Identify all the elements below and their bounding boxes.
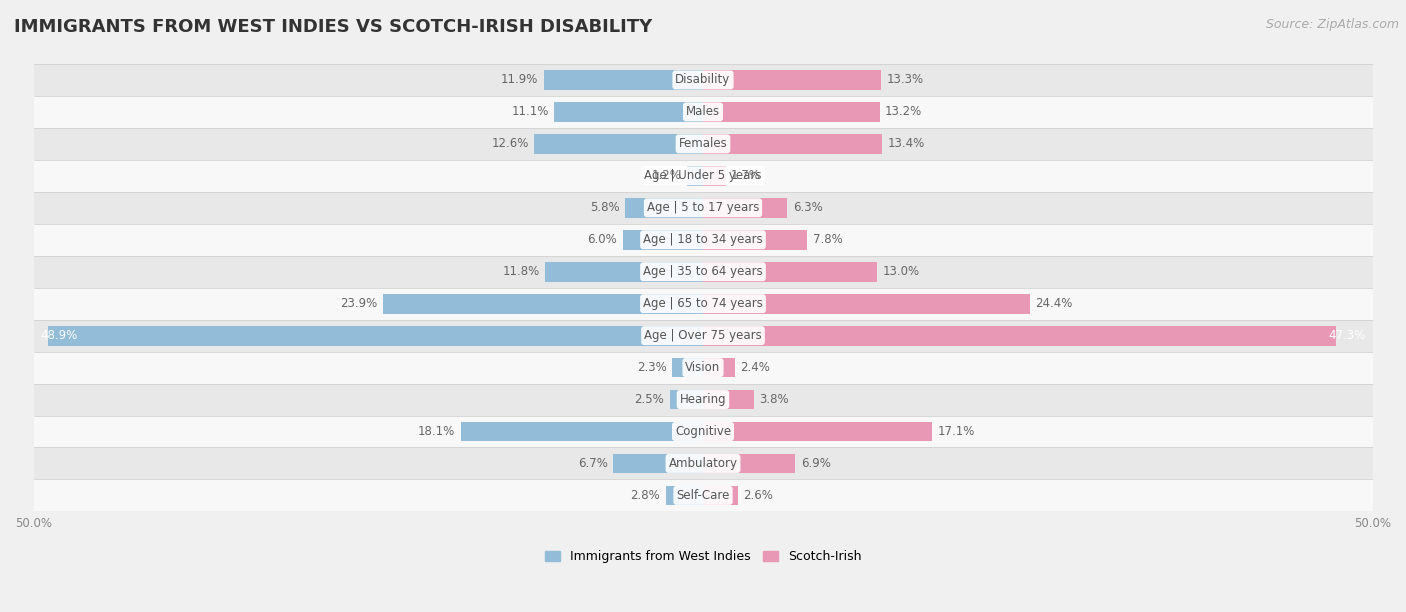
Text: Ambulatory: Ambulatory xyxy=(668,457,738,470)
Bar xyxy=(703,390,754,409)
Bar xyxy=(669,390,703,409)
Text: 13.3%: 13.3% xyxy=(886,73,924,86)
Text: 13.2%: 13.2% xyxy=(886,105,922,118)
Bar xyxy=(703,102,880,122)
Bar xyxy=(34,128,1372,160)
Text: 3.8%: 3.8% xyxy=(759,393,789,406)
Text: IMMIGRANTS FROM WEST INDIES VS SCOTCH-IRISH DISABILITY: IMMIGRANTS FROM WEST INDIES VS SCOTCH-IR… xyxy=(14,18,652,36)
Text: Age | 35 to 64 years: Age | 35 to 64 years xyxy=(643,265,763,278)
Bar xyxy=(703,485,738,506)
Text: 6.7%: 6.7% xyxy=(578,457,607,470)
Text: Females: Females xyxy=(679,137,727,151)
Bar xyxy=(703,70,882,90)
Text: 12.6%: 12.6% xyxy=(492,137,529,151)
Bar xyxy=(34,96,1372,128)
Bar xyxy=(546,262,703,282)
Text: Age | Under 5 years: Age | Under 5 years xyxy=(644,170,762,182)
Text: 18.1%: 18.1% xyxy=(418,425,456,438)
Bar xyxy=(34,256,1372,288)
Bar xyxy=(544,70,703,90)
Bar xyxy=(534,134,703,154)
Bar xyxy=(626,198,703,218)
Text: Age | Over 75 years: Age | Over 75 years xyxy=(644,329,762,342)
Bar xyxy=(34,192,1372,224)
Bar xyxy=(34,384,1372,416)
Text: 2.8%: 2.8% xyxy=(630,489,661,502)
Bar xyxy=(703,262,877,282)
Bar xyxy=(623,230,703,250)
Text: Disability: Disability xyxy=(675,73,731,86)
Bar xyxy=(703,326,1336,346)
Bar xyxy=(554,102,703,122)
Text: 47.3%: 47.3% xyxy=(1329,329,1365,342)
Bar xyxy=(703,134,883,154)
Text: Cognitive: Cognitive xyxy=(675,425,731,438)
Text: 2.6%: 2.6% xyxy=(744,489,773,502)
Bar xyxy=(665,485,703,506)
Text: 5.8%: 5.8% xyxy=(591,201,620,214)
Bar xyxy=(703,357,735,378)
Text: 1.7%: 1.7% xyxy=(731,170,761,182)
Bar xyxy=(703,198,787,218)
Text: Self-Care: Self-Care xyxy=(676,489,730,502)
Bar xyxy=(34,288,1372,319)
Bar xyxy=(672,357,703,378)
Text: 11.8%: 11.8% xyxy=(502,265,540,278)
Text: Age | 65 to 74 years: Age | 65 to 74 years xyxy=(643,297,763,310)
Text: Age | 5 to 17 years: Age | 5 to 17 years xyxy=(647,201,759,214)
Bar xyxy=(703,453,796,473)
Bar xyxy=(34,416,1372,447)
Legend: Immigrants from West Indies, Scotch-Irish: Immigrants from West Indies, Scotch-Iris… xyxy=(544,550,862,563)
Text: 7.8%: 7.8% xyxy=(813,233,842,246)
Text: 2.4%: 2.4% xyxy=(741,361,770,374)
Bar xyxy=(703,230,807,250)
Text: 23.9%: 23.9% xyxy=(340,297,378,310)
Text: 6.0%: 6.0% xyxy=(588,233,617,246)
Text: Vision: Vision xyxy=(685,361,721,374)
Text: 2.3%: 2.3% xyxy=(637,361,666,374)
Bar xyxy=(34,64,1372,96)
Bar xyxy=(48,326,703,346)
Text: 48.9%: 48.9% xyxy=(41,329,77,342)
Text: Age | 18 to 34 years: Age | 18 to 34 years xyxy=(643,233,763,246)
Text: 2.5%: 2.5% xyxy=(634,393,664,406)
Bar xyxy=(34,351,1372,384)
Text: 11.1%: 11.1% xyxy=(512,105,548,118)
Text: 1.2%: 1.2% xyxy=(652,170,682,182)
Text: 11.9%: 11.9% xyxy=(501,73,538,86)
Text: Source: ZipAtlas.com: Source: ZipAtlas.com xyxy=(1265,18,1399,31)
Bar xyxy=(461,422,703,441)
Bar xyxy=(688,166,703,185)
Bar xyxy=(34,319,1372,351)
Bar xyxy=(34,447,1372,479)
Text: 13.0%: 13.0% xyxy=(883,265,920,278)
Text: 6.9%: 6.9% xyxy=(801,457,831,470)
Bar xyxy=(34,160,1372,192)
Text: 17.1%: 17.1% xyxy=(938,425,974,438)
Bar xyxy=(34,224,1372,256)
Text: Hearing: Hearing xyxy=(679,393,727,406)
Text: 6.3%: 6.3% xyxy=(793,201,823,214)
Text: 24.4%: 24.4% xyxy=(1035,297,1073,310)
Bar xyxy=(703,166,725,185)
Bar xyxy=(703,294,1029,313)
Bar xyxy=(34,479,1372,512)
Text: 13.4%: 13.4% xyxy=(887,137,925,151)
Text: Males: Males xyxy=(686,105,720,118)
Bar xyxy=(703,422,932,441)
Bar xyxy=(382,294,703,313)
Bar xyxy=(613,453,703,473)
